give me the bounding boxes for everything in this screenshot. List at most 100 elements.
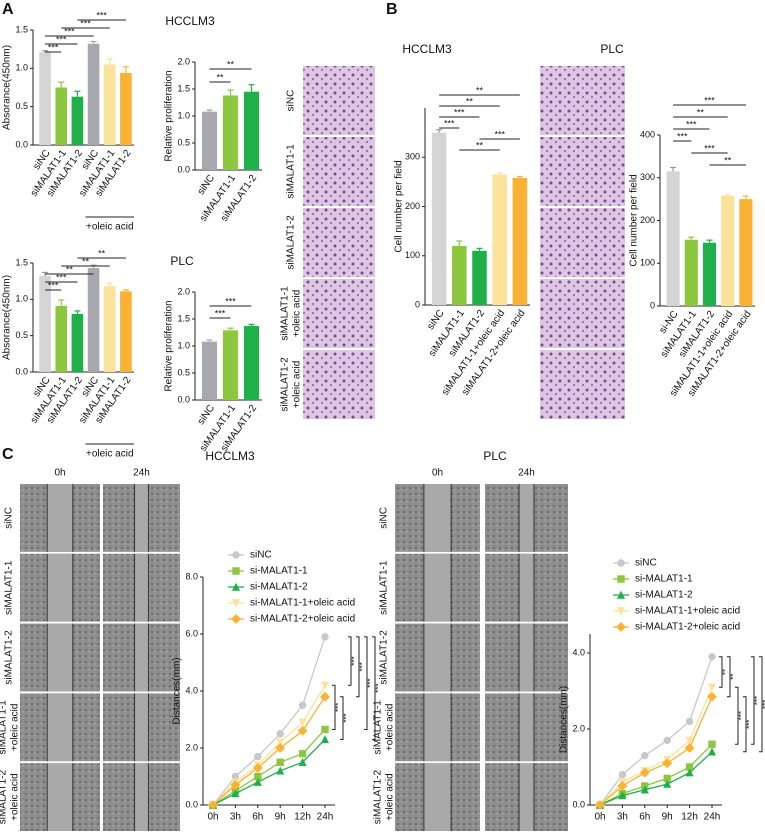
marker: [232, 567, 240, 575]
marker: [707, 691, 717, 702]
y-tick-label: 1.0: [177, 110, 190, 120]
marker: [253, 777, 262, 786]
significance-label: ***: [80, 18, 91, 28]
marker: [616, 590, 626, 599]
significance-label: ***: [686, 119, 697, 129]
y-tick-label: 0.5: [15, 330, 28, 340]
marker: [298, 701, 307, 709]
marker: [616, 622, 626, 632]
marker: [275, 743, 286, 753]
chart-title: PLC: [483, 449, 507, 463]
marker: [320, 691, 330, 702]
bar: [431, 132, 447, 305]
row-label: +oleic acid: [10, 704, 21, 752]
wound-gap: [519, 623, 534, 692]
significance-label: ***: [56, 272, 67, 282]
chart-title: PLC: [170, 254, 194, 268]
significance-label: ***: [444, 118, 455, 128]
marker: [276, 738, 285, 747]
marker: [663, 736, 671, 745]
significance-bracket: [727, 656, 731, 698]
y-axis-label: Absorance(450nm): [2, 45, 13, 130]
y-tick-label: 0.5: [15, 101, 28, 111]
y-tick-label: 1.0: [15, 294, 28, 304]
micrograph: [540, 350, 625, 419]
legend-label: si-MALAT1-2+oleic acid: [635, 622, 740, 633]
x-tick-label: 24h: [704, 812, 721, 823]
significance-label: ***: [342, 713, 351, 722]
y-tick-label: 100: [640, 258, 655, 268]
y-axis-label: Cell number per field: [394, 160, 405, 252]
bar: [201, 111, 218, 170]
x-tick-label: 12h: [294, 812, 311, 823]
group-label: +oleic acid: [86, 449, 134, 460]
x-tick-label: 6h: [252, 812, 263, 823]
significance-label: ***: [704, 95, 715, 105]
series-line: [599, 743, 713, 806]
y-tick-label: 0.0: [177, 164, 190, 174]
row-label: siMALAT1-2: [379, 630, 390, 685]
marker: [618, 770, 627, 779]
bar: [120, 72, 132, 145]
significance-label: **: [466, 96, 474, 106]
marker: [298, 757, 307, 766]
chart-title: PLC: [600, 42, 624, 56]
wound-gap: [47, 623, 73, 692]
bar: [452, 245, 467, 305]
y-tick-label: 300: [640, 172, 655, 182]
significance-bracket: [356, 636, 360, 698]
bar: [39, 276, 51, 372]
marker: [320, 735, 330, 744]
y-tick-label: 1.5: [15, 24, 28, 34]
marker: [231, 614, 241, 624]
marker: [231, 599, 241, 608]
marker: [231, 789, 240, 798]
column-label: 0h: [432, 468, 443, 479]
marker: [298, 718, 307, 727]
marker: [639, 767, 650, 778]
significance-bracket: [719, 656, 723, 688]
y-tick-label: 4.0: [185, 685, 198, 695]
legend-label: siNC: [250, 550, 272, 561]
x-tick-label: 9h: [275, 812, 286, 823]
bar: [492, 174, 507, 305]
y-tick-label: 0.5: [177, 137, 190, 147]
x-tick-label: 0h: [207, 812, 218, 823]
marker: [230, 780, 241, 790]
significance-label: ***: [374, 683, 383, 692]
bar: [472, 250, 487, 305]
row-label: siMALAT1-1: [373, 700, 384, 755]
wound-gap: [423, 763, 452, 831]
row-label: siMALAT1-1: [280, 286, 291, 341]
micrograph: [303, 66, 375, 135]
significance-bracket: [751, 656, 755, 745]
row-label: +oleic acid: [10, 773, 21, 821]
y-tick-label: 200: [405, 201, 420, 211]
y-axis-label: Cell number per field: [629, 174, 640, 266]
wound-gap: [47, 484, 73, 552]
significance-bracket: [759, 656, 763, 753]
y-tick-label: 0.0: [15, 139, 28, 149]
row-label: +oleic acid: [292, 361, 303, 409]
marker: [232, 551, 240, 559]
bar: [103, 64, 116, 145]
bar: [87, 43, 100, 145]
micrograph: [303, 350, 375, 419]
significance-label: **: [476, 85, 484, 95]
row-label: siMALAT1-1: [0, 700, 9, 755]
marker: [617, 781, 628, 791]
wound-gap: [519, 484, 534, 552]
marker: [685, 736, 694, 745]
marker: [662, 758, 673, 769]
marker: [208, 800, 218, 810]
marker: [685, 717, 694, 726]
significance-label: ***: [753, 696, 762, 705]
wound-gap: [519, 553, 534, 622]
significance-label: ***: [358, 662, 367, 671]
wound-gap: [423, 693, 452, 762]
y-axis-label: Distances(mm): [172, 657, 183, 724]
row-label: siMALAT1-2: [0, 770, 9, 825]
significance-label: ***: [48, 42, 59, 52]
significance-label: **: [227, 59, 235, 69]
bar: [222, 330, 239, 400]
